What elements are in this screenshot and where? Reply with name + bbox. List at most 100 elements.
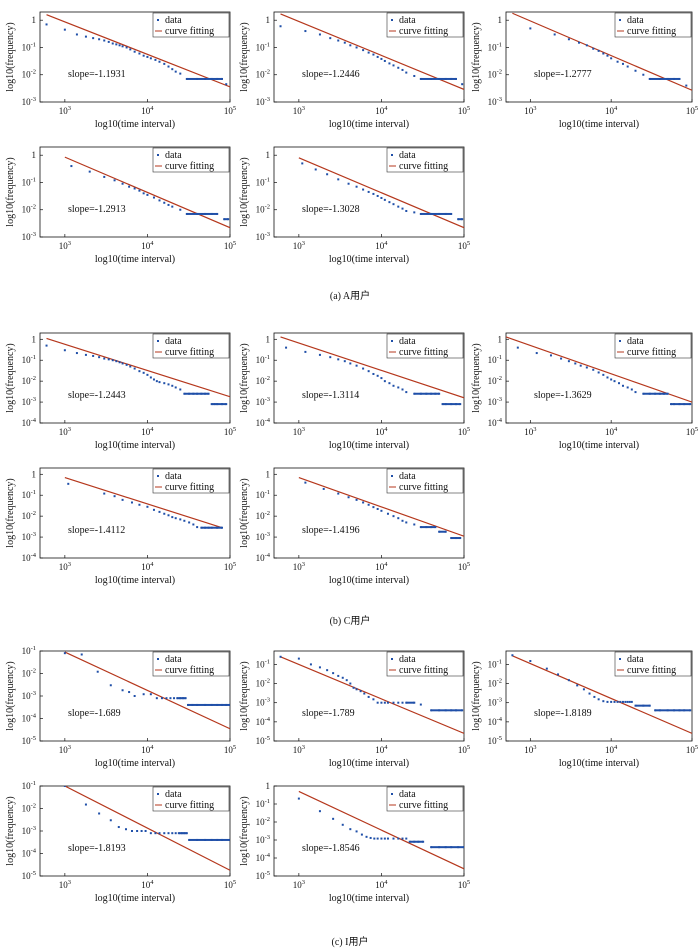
data-point bbox=[355, 830, 358, 833]
y-tick-label: 10-1 bbox=[256, 658, 270, 669]
data-point bbox=[174, 70, 177, 73]
legend-box bbox=[614, 651, 692, 677]
y-tick-label: 10-2 bbox=[256, 816, 270, 827]
legend-label-data: data bbox=[627, 336, 644, 347]
data-point bbox=[103, 39, 106, 42]
chart-panel-11: 103 104 105 10-5 10-4 10-3 10-2 10-1 log10(time … bbox=[5, 645, 236, 769]
data-point bbox=[392, 701, 395, 704]
data-point bbox=[163, 512, 166, 515]
data-point bbox=[80, 653, 83, 656]
chart-panel-1: 103 104 105 10-3 10-2 10-1 1 log10(time interva… bbox=[5, 11, 236, 130]
x-axis-label: log10(time interval) bbox=[329, 254, 409, 265]
y-tick-label: 10-5 bbox=[256, 870, 270, 881]
data-point bbox=[337, 492, 340, 495]
data-point bbox=[109, 684, 112, 687]
data-point bbox=[383, 701, 386, 704]
data-point bbox=[332, 672, 335, 675]
y-tick-label: 10-4 bbox=[256, 417, 271, 428]
data-point bbox=[574, 362, 577, 365]
slope-annotation: slope=-1.8189 bbox=[534, 708, 592, 719]
data-point bbox=[149, 376, 152, 379]
data-point bbox=[171, 516, 174, 519]
data-point bbox=[355, 498, 358, 501]
plot-area bbox=[297, 790, 464, 870]
data-point bbox=[173, 697, 176, 700]
legend-box bbox=[386, 786, 464, 812]
plot-frame bbox=[39, 332, 231, 424]
data-point bbox=[107, 40, 110, 43]
data-point bbox=[84, 803, 87, 806]
chart-panel-5: 103 104 105 10-3 10-2 10-1 1 log10(time interva… bbox=[239, 146, 470, 265]
data-point bbox=[165, 697, 168, 700]
data-point bbox=[634, 69, 637, 72]
x-tick-label: 104 bbox=[605, 105, 618, 116]
data-point bbox=[279, 25, 282, 28]
data-point bbox=[576, 684, 579, 687]
chart-panel-2: 103 104 105 10-3 10-2 10-1 1 log10(time interva… bbox=[239, 11, 470, 130]
y-tick-label: 10-2 bbox=[488, 678, 502, 689]
data-point bbox=[63, 786, 66, 787]
fit-line bbox=[280, 13, 464, 90]
y-tick-label: 10-1 bbox=[22, 645, 36, 656]
legend-box bbox=[614, 12, 692, 38]
chart-panel-7: 103 104 105 10-4 10-3 10-2 10-1 1 log10(time int… bbox=[239, 332, 470, 451]
data-point bbox=[121, 45, 124, 48]
fit-line bbox=[298, 476, 464, 537]
x-tick-label: 103 bbox=[293, 879, 305, 890]
legend-data-marker bbox=[391, 154, 393, 156]
chart-panel-9: 103 104 105 10-4 10-3 10-2 10-1 1 log10(time int… bbox=[5, 467, 236, 586]
plot-frame bbox=[505, 11, 693, 103]
data-point bbox=[397, 205, 400, 208]
data-point bbox=[610, 378, 613, 381]
x-tick-label: 103 bbox=[293, 105, 305, 116]
data-point bbox=[557, 673, 560, 676]
y-tick-label: 10-3 bbox=[256, 231, 270, 242]
fit-line bbox=[298, 790, 464, 870]
data-point bbox=[179, 518, 182, 521]
data-point bbox=[318, 33, 321, 36]
data-point bbox=[174, 517, 177, 520]
data-point bbox=[579, 364, 582, 367]
data-point bbox=[376, 55, 379, 58]
x-tick-label: 103 bbox=[524, 426, 536, 437]
y-tick-label: 10-2 bbox=[22, 69, 36, 80]
data-point bbox=[107, 358, 110, 361]
legend-label-data: data bbox=[165, 471, 182, 482]
data-point bbox=[144, 830, 147, 832]
data-point bbox=[386, 701, 389, 704]
data-point bbox=[163, 201, 166, 204]
x-tick-label: 103 bbox=[59, 879, 71, 890]
data-point bbox=[618, 382, 621, 385]
data-point bbox=[167, 383, 170, 386]
x-tick-label: 105 bbox=[224, 561, 236, 572]
y-tick-label: 10-3 bbox=[256, 96, 270, 107]
data-point bbox=[167, 832, 170, 835]
data-point bbox=[63, 28, 66, 31]
y-axis-label: log10(frequency) bbox=[239, 22, 250, 91]
data-point bbox=[401, 701, 404, 704]
data-point bbox=[372, 53, 375, 56]
data-point bbox=[349, 44, 352, 47]
x-tick-label: 104 bbox=[141, 426, 154, 437]
data-point bbox=[125, 363, 128, 366]
y-tick-label: 10-1 bbox=[256, 176, 270, 187]
data-point bbox=[392, 64, 395, 67]
slope-annotation: slope=-1.1931 bbox=[68, 69, 126, 80]
data-point bbox=[386, 512, 389, 515]
data-point bbox=[115, 360, 118, 363]
fit-line bbox=[506, 336, 692, 403]
y-tick-label: 10-4 bbox=[22, 417, 37, 428]
x-axis-label: log10(time interval) bbox=[559, 119, 639, 130]
data-point bbox=[349, 828, 352, 831]
slope-annotation: slope=-1.8546 bbox=[302, 843, 360, 854]
x-tick-label: 104 bbox=[375, 426, 388, 437]
legend-label-fit: curve fitting bbox=[399, 665, 448, 676]
legend-label-data: data bbox=[399, 789, 416, 800]
y-axis-label: log10(frequency) bbox=[239, 478, 250, 547]
data-point bbox=[113, 495, 116, 498]
y-tick-label: 10-2 bbox=[256, 510, 270, 521]
data-point bbox=[626, 386, 629, 389]
x-tick-label: 103 bbox=[524, 744, 536, 755]
x-tick-label: 104 bbox=[375, 561, 388, 572]
data-point bbox=[171, 205, 174, 208]
